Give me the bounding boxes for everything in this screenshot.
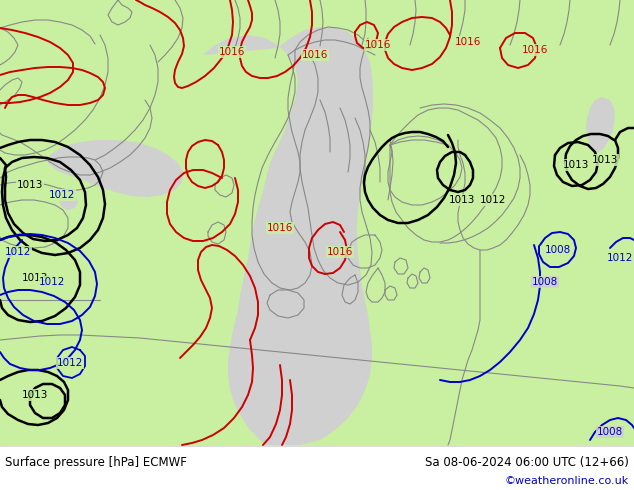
Text: 1012: 1012 <box>5 247 31 257</box>
Text: 1016: 1016 <box>365 40 391 50</box>
Text: 1013: 1013 <box>22 273 48 283</box>
Text: 1016: 1016 <box>267 223 293 233</box>
Text: 1013: 1013 <box>449 195 476 205</box>
Text: 1016: 1016 <box>327 247 353 257</box>
Text: 1013: 1013 <box>592 155 618 165</box>
Text: 1008: 1008 <box>597 427 623 437</box>
Text: 1008: 1008 <box>532 277 558 287</box>
Text: 1016: 1016 <box>455 37 481 47</box>
Text: 1012: 1012 <box>57 358 83 368</box>
Polygon shape <box>586 97 615 153</box>
Text: 1016: 1016 <box>302 50 328 60</box>
Text: Sa 08-06-2024 06:00 UTC (12+66): Sa 08-06-2024 06:00 UTC (12+66) <box>425 456 629 469</box>
Text: 1012: 1012 <box>607 253 633 263</box>
Text: 1013: 1013 <box>563 160 589 170</box>
Polygon shape <box>48 140 183 197</box>
Text: 1012: 1012 <box>39 277 65 287</box>
Text: Surface pressure [hPa] ECMWF: Surface pressure [hPa] ECMWF <box>5 456 187 469</box>
Text: 1016: 1016 <box>522 45 548 55</box>
Polygon shape <box>59 192 78 210</box>
Polygon shape <box>203 27 373 445</box>
Text: 1013: 1013 <box>17 180 43 190</box>
Text: ©weatheronline.co.uk: ©weatheronline.co.uk <box>505 476 629 486</box>
Text: 1013: 1013 <box>22 390 48 400</box>
Bar <box>0 446 634 490</box>
Text: 1012: 1012 <box>480 195 506 205</box>
Text: 1012: 1012 <box>49 190 75 200</box>
Text: 1016: 1016 <box>219 47 245 57</box>
Text: 1008: 1008 <box>545 245 571 255</box>
